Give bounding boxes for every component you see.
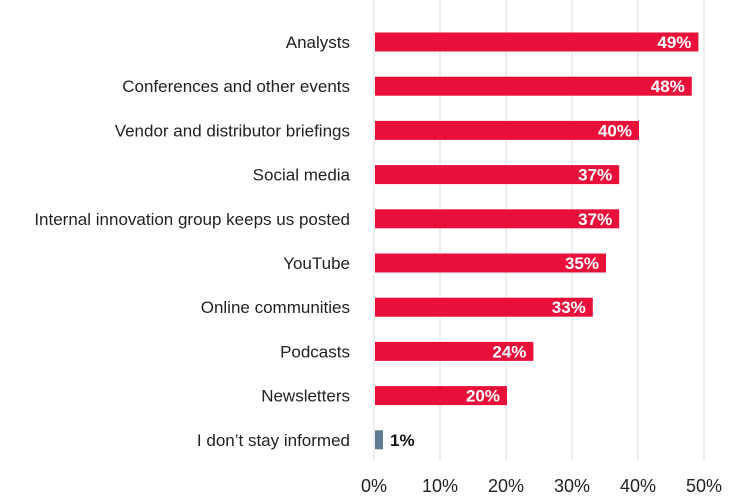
x-axis-tick-labels: 0% 10% 20% 30% 40% 50% (361, 476, 722, 496)
x-tick-label: 30% (554, 476, 590, 496)
data-label: 49% (657, 33, 691, 52)
category-label: Newsletters (261, 387, 350, 406)
bar (375, 209, 620, 229)
bar (375, 297, 593, 317)
bar (375, 165, 620, 185)
category-labels: Analysts Conferences and other events Vend… (34, 33, 350, 450)
category-label: Social media (253, 166, 351, 185)
category-label: Analysts (286, 33, 350, 52)
bar (375, 76, 692, 96)
data-label: 37% (578, 210, 612, 229)
category-label: Online communities (201, 298, 350, 317)
bar (375, 32, 699, 52)
bar (375, 120, 639, 140)
category-label: Podcasts (280, 342, 350, 361)
category-label: YouTube (283, 254, 350, 273)
data-label: 35% (565, 254, 599, 273)
x-tick-label: 0% (361, 476, 387, 496)
gridlines (373, 0, 705, 460)
data-label: 37% (578, 166, 612, 185)
bars: 49% 48% 40% 37% 37% 35% 33% 24% 20% 1% (375, 32, 699, 450)
category-label: Vendor and distributor briefings (115, 121, 350, 140)
data-label: 40% (598, 121, 632, 140)
x-tick-label: 20% (488, 476, 524, 496)
bar (375, 386, 507, 406)
data-label: 24% (492, 342, 526, 361)
data-label: 20% (466, 387, 500, 406)
bar (375, 430, 383, 450)
x-tick-label: 10% (422, 476, 458, 496)
data-label: 48% (651, 77, 685, 96)
data-label: 33% (552, 298, 586, 317)
category-label: I don’t stay informed (197, 431, 350, 450)
bar (375, 253, 606, 273)
category-label: Internal innovation group keeps us poste… (34, 210, 350, 229)
bar (375, 341, 534, 361)
x-tick-label: 40% (620, 476, 656, 496)
data-label: 1% (390, 431, 415, 450)
x-tick-label: 50% (686, 476, 722, 496)
category-label: Conferences and other events (122, 77, 350, 96)
